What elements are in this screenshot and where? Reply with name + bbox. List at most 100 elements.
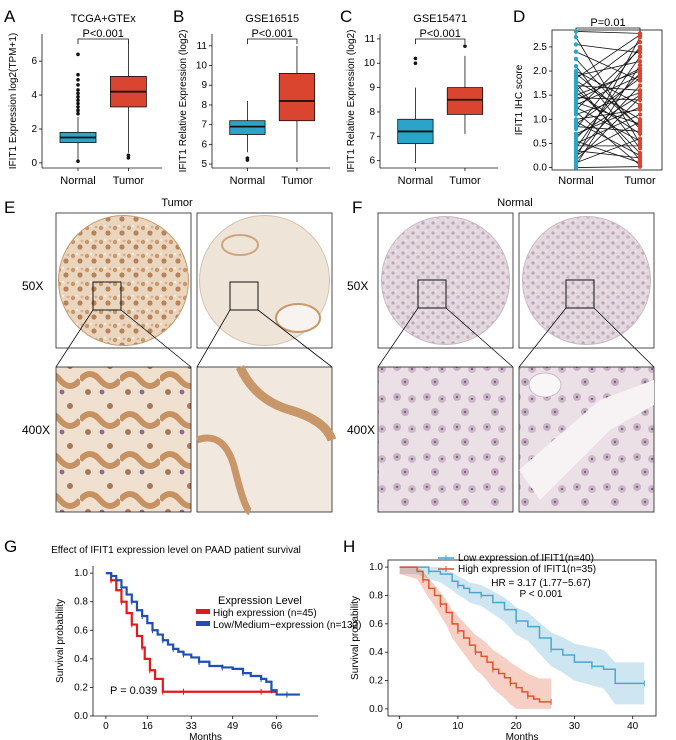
chart-title: GSE16515 [245, 13, 299, 25]
tumor-core-2-gland [221, 234, 259, 256]
x-axis-label: Months [189, 732, 222, 740]
legend-title: Expression Level [218, 595, 302, 607]
normal-point [573, 90, 579, 95]
y-tick-label: 8 [201, 100, 207, 111]
y-tick-label: 7 [201, 120, 207, 131]
normal-point [573, 64, 579, 69]
km-plot-ifit1-survival: 0.0 0.2 0.4 0.6 0.8 1.0 0 10 20 30 40 Months Surviva… [350, 553, 657, 740]
boxplot-gse15471: 6 7 8 9 10 11 Normal Tumor IFIT1 Relative Expres… [346, 13, 498, 187]
zoom-box-tumor-2 [229, 281, 259, 311]
y-tick-label: 0.0 [74, 711, 88, 722]
pair-line [575, 68, 641, 101]
pair-line [575, 140, 641, 164]
normal-point [573, 56, 579, 62]
normal-point [573, 29, 579, 34]
hr-label: HR = 3.17 (1.77−5.67) [491, 578, 591, 589]
legend-entry: High expression (n=45) [213, 608, 317, 619]
km-curve-low [105, 572, 300, 696]
pair-line [575, 31, 641, 34]
panel-label-f: F [352, 198, 362, 217]
tumor-core-1 [58, 215, 189, 346]
x-tick-label: 40 [627, 721, 639, 732]
pair-line [575, 166, 641, 168]
y-tick-label: 11 [197, 41, 208, 52]
outlier-point [76, 94, 80, 99]
x-tick-label: Tumor [449, 175, 481, 187]
normal-point [573, 124, 579, 129]
y-tick-label: 0.8 [74, 597, 88, 608]
y-axis-label: Survival probability [55, 599, 66, 683]
p-value-label: P<0.001 [83, 28, 124, 40]
normal-point [573, 138, 579, 144]
x-tick-label: 0 [103, 721, 109, 732]
panel-label-d: D [513, 7, 525, 26]
x-tick-label: 10 [452, 721, 464, 732]
y-tick-label: 2.0 [533, 66, 547, 77]
normal-point [573, 35, 579, 40]
x-tick-label: Tumor [624, 175, 656, 187]
tumor-point [637, 35, 643, 40]
tumor-point [637, 78, 643, 83]
km-curve [399, 566, 645, 685]
normal-hi-1 [377, 366, 514, 513]
pair-line [575, 51, 641, 82]
tumor-point [637, 83, 643, 88]
km-curve-high [105, 572, 277, 693]
normal-point [573, 80, 579, 86]
outlier-point [463, 44, 467, 48]
tissue-panel-tumor: Tumor 50X 400X [22, 197, 337, 516]
pair-line [575, 87, 641, 154]
zoom-box-normal-1 [417, 279, 447, 309]
y-tick-label: 0.2 [74, 682, 88, 693]
normal-point [573, 85, 579, 91]
tumor-point [637, 141, 643, 146]
normal-point [573, 143, 579, 149]
y-tick-label: 8 [369, 107, 375, 118]
normal-point [573, 97, 579, 103]
mag-label-400x-tumor: 400X [22, 423, 50, 437]
y-tick-label: 0.6 [369, 619, 383, 630]
tumor-point [637, 164, 643, 169]
pair-line [575, 65, 641, 166]
outlier-point [76, 101, 80, 106]
y-tick-label: 0.8 [369, 590, 383, 601]
legend-swatch [196, 621, 210, 626]
pair-line [575, 94, 641, 137]
pair-line [575, 77, 641, 125]
significance-bracket [247, 38, 298, 44]
zoom-line [377, 307, 419, 368]
y-tick-label: 9 [201, 80, 207, 91]
outlier-point [76, 105, 80, 109]
pair-line [575, 37, 641, 159]
boxplot-tcga-gtex: 0 2 4 6 Normal Tumor IFIT1 Expression log2(TPM… [8, 13, 162, 187]
tissue-panel-normal: Normal 50X 400X [347, 197, 655, 513]
p-value-label: P<0.001 [420, 28, 461, 40]
pair-line [575, 37, 641, 144]
pair-line [575, 92, 641, 135]
legend-entry: Low/Medium−expression (n=132) [213, 620, 361, 631]
y-tick-label: 10 [196, 61, 208, 72]
normal-point [573, 42, 579, 47]
x-tick-label: 49 [227, 721, 239, 732]
normal-point [573, 148, 579, 153]
tumor-point [637, 39, 643, 45]
pair-line [575, 34, 641, 79]
panel-label-a: A [4, 7, 16, 26]
km-plot-paad-survival: Effect of IFIT1 expression level on PAAD… [51, 545, 361, 740]
chart-title: TCGA+GTEx [71, 13, 137, 25]
outlier-point [76, 111, 80, 116]
y-tick-label: 0.5 [533, 138, 547, 149]
zoom-line [445, 307, 514, 368]
tumor-hi-2-epithelium [195, 434, 253, 516]
zoom-box-tumor-1 [92, 281, 122, 311]
outlier-point [76, 159, 80, 164]
y-tick-label: 1.0 [369, 562, 383, 573]
y-tick-label: 6 [31, 56, 37, 67]
x-tick-label: Normal [558, 175, 593, 187]
pair-line [575, 109, 641, 120]
mag-label-400x-normal: 400X [347, 423, 375, 437]
outlier-point [76, 98, 80, 102]
normal-point [573, 109, 579, 115]
pair-line [575, 60, 641, 77]
x-axis-label: Months [506, 732, 539, 740]
